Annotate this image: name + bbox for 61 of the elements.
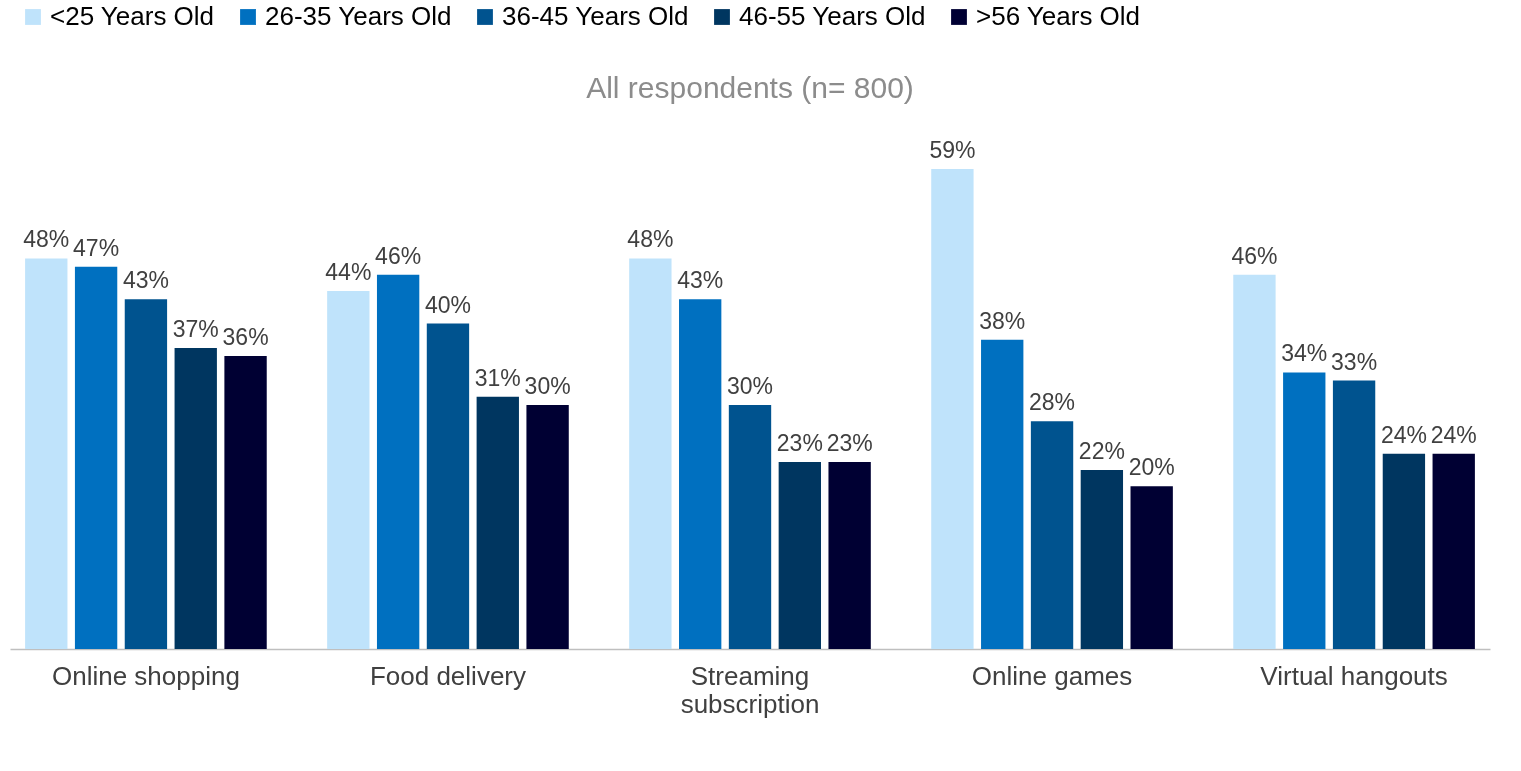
data-label: 43% bbox=[122, 267, 169, 294]
bar bbox=[931, 169, 974, 649]
bar bbox=[327, 291, 370, 649]
bar bbox=[828, 461, 871, 649]
data-label: 44% bbox=[325, 259, 372, 286]
bar bbox=[74, 266, 118, 649]
bar bbox=[376, 274, 420, 649]
bar bbox=[174, 347, 217, 649]
data-label: 23% bbox=[776, 429, 823, 456]
bar bbox=[426, 323, 470, 649]
bar bbox=[728, 404, 772, 649]
bar bbox=[476, 396, 519, 649]
bar bbox=[1332, 380, 1376, 649]
data-label: 22% bbox=[1078, 438, 1125, 465]
x-tick-label: Streaming subscription bbox=[680, 660, 820, 719]
bar bbox=[1233, 274, 1276, 649]
data-label: 37% bbox=[172, 315, 219, 342]
chart-title: All respondents (n= 800) bbox=[586, 71, 914, 104]
bar bbox=[1030, 421, 1074, 649]
bar bbox=[981, 339, 1024, 649]
data-label: 47% bbox=[73, 234, 120, 261]
bar bbox=[1080, 470, 1124, 649]
bar bbox=[629, 258, 672, 649]
data-label: 31% bbox=[474, 364, 521, 391]
data-label: 36% bbox=[222, 324, 269, 351]
x-tick-label: Online games bbox=[971, 660, 1133, 691]
bar bbox=[25, 258, 68, 649]
data-label: 46% bbox=[1231, 242, 1278, 269]
x-tick-label: Virtual hangouts bbox=[1260, 660, 1448, 691]
data-label: 46% bbox=[375, 242, 422, 269]
data-label: 48% bbox=[627, 226, 674, 253]
data-label: 24% bbox=[1380, 421, 1427, 448]
data-label: 48% bbox=[23, 226, 70, 253]
legend-label: >56 Years Old bbox=[976, 1, 1141, 31]
data-label: 30% bbox=[524, 372, 571, 399]
bar bbox=[224, 356, 267, 649]
data-label: 20% bbox=[1128, 454, 1175, 481]
bar bbox=[1283, 372, 1326, 649]
data-label: 43% bbox=[677, 267, 724, 294]
data-label: 28% bbox=[1029, 389, 1076, 416]
bar bbox=[124, 299, 168, 649]
data-label: 30% bbox=[726, 372, 774, 399]
data-label: 23% bbox=[826, 429, 873, 456]
data-label: 59% bbox=[929, 137, 976, 163]
legend-label: 26-35 Years Old bbox=[265, 1, 452, 31]
data-label: 24% bbox=[1430, 421, 1477, 448]
x-tick-label: Food delivery bbox=[369, 660, 526, 691]
bar bbox=[1432, 453, 1475, 649]
x-tick-label: Online shopping bbox=[51, 660, 240, 691]
bar bbox=[526, 404, 569, 649]
legend-label: 36-45 Years Old bbox=[502, 1, 689, 31]
legend-label: <25 Years Old bbox=[50, 1, 215, 31]
bar bbox=[1130, 486, 1173, 649]
data-label: 34% bbox=[1281, 340, 1328, 367]
legend-label: 46-55 Years Old bbox=[739, 1, 926, 31]
data-label: 40% bbox=[424, 291, 471, 318]
bar bbox=[679, 299, 722, 649]
data-label: 38% bbox=[979, 307, 1026, 334]
data-label: 33% bbox=[1331, 348, 1378, 375]
bar bbox=[778, 461, 821, 649]
bar bbox=[1382, 453, 1426, 649]
